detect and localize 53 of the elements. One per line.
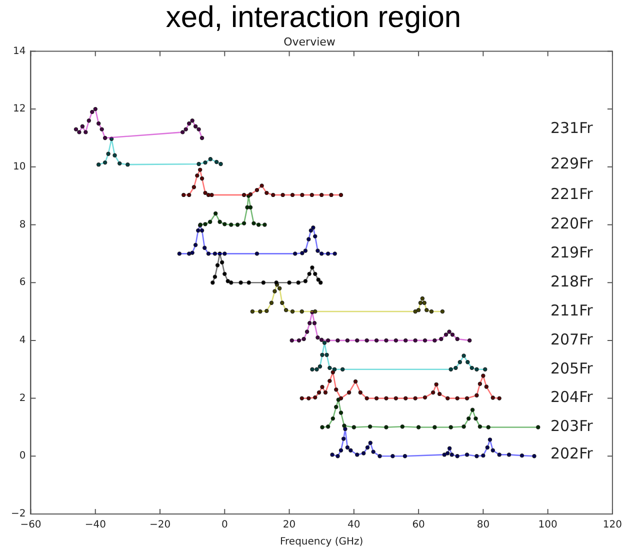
text: 218Fr bbox=[550, 272, 594, 290]
x-tick-label: 20 bbox=[282, 520, 296, 531]
chart-title: Overview bbox=[284, 35, 336, 48]
series-label: 203Fr bbox=[550, 417, 594, 436]
text: 211Fr bbox=[550, 301, 594, 320]
point bbox=[261, 280, 266, 285]
x-tick-label: 80 bbox=[476, 520, 490, 531]
point bbox=[303, 279, 308, 284]
x-tick-label: 0 bbox=[221, 520, 228, 531]
text: 205Fr bbox=[550, 359, 594, 378]
x-axis-title: Frequency (GHz) bbox=[280, 536, 364, 548]
x-tick-label: 100 bbox=[538, 520, 558, 531]
text: 229Fr bbox=[550, 154, 594, 172]
x-tick-label: −20 bbox=[149, 520, 171, 531]
y-tick-label: 10 bbox=[13, 161, 26, 172]
point bbox=[212, 274, 218, 279]
text: xed, interaction region bbox=[164, 0, 462, 36]
series-label: 202Fr bbox=[550, 444, 594, 463]
text: 231Fr bbox=[550, 119, 594, 138]
point bbox=[307, 272, 312, 276]
y-tick-label: 4 bbox=[19, 335, 26, 346]
text: 207Fr bbox=[550, 330, 594, 348]
x-tick-label: 120 bbox=[602, 520, 622, 531]
x-tick-label: −40 bbox=[84, 520, 106, 531]
y-tick-label: −2 bbox=[10, 508, 26, 520]
x-tick-label: −60 bbox=[20, 520, 42, 531]
y-tick-label: 12 bbox=[13, 104, 26, 115]
point bbox=[287, 280, 292, 285]
point bbox=[310, 265, 314, 270]
point bbox=[296, 280, 300, 285]
y-tick-label: 14 bbox=[13, 46, 26, 57]
point bbox=[313, 272, 318, 276]
y-tick-label: 6 bbox=[19, 277, 26, 288]
y-tick-label: 0 bbox=[19, 450, 26, 462]
point bbox=[218, 252, 222, 256]
point bbox=[210, 280, 215, 285]
y-tick-label: 2 bbox=[19, 392, 26, 404]
point bbox=[246, 280, 251, 285]
x-tick-label: 40 bbox=[348, 520, 360, 531]
x-tick-label: 60 bbox=[412, 520, 425, 531]
text: 220Fr bbox=[550, 214, 594, 233]
point bbox=[226, 279, 230, 284]
point bbox=[229, 280, 234, 285]
point bbox=[220, 260, 224, 264]
y-tick-label: 8 bbox=[19, 219, 26, 230]
point bbox=[215, 263, 220, 268]
text: 219Fr bbox=[550, 244, 594, 262]
point bbox=[222, 272, 227, 276]
text: 204Fr bbox=[550, 388, 594, 406]
point bbox=[238, 280, 243, 285]
point bbox=[318, 280, 323, 285]
point bbox=[316, 278, 320, 282]
text: 221Fr bbox=[550, 184, 594, 203]
